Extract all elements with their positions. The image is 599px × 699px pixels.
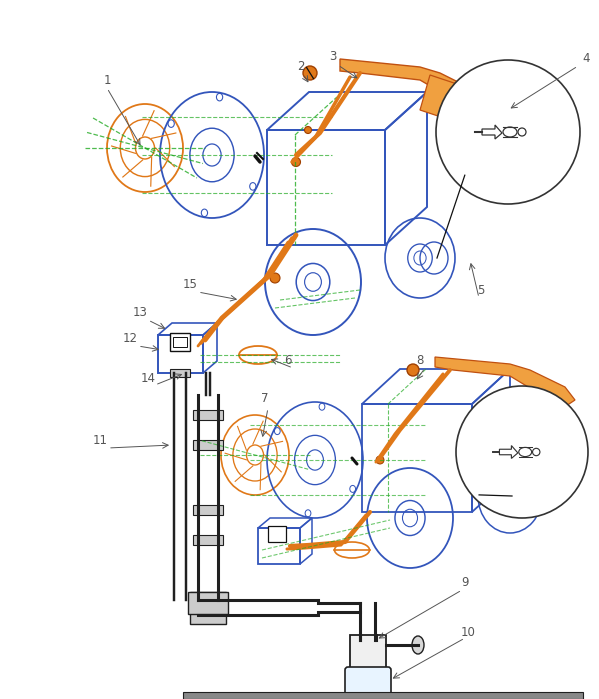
Bar <box>173 337 187 347</box>
Circle shape <box>456 386 588 518</box>
Text: 10: 10 <box>461 626 476 638</box>
Text: 2: 2 <box>297 59 305 73</box>
FancyBboxPatch shape <box>345 667 391 699</box>
Text: 1: 1 <box>103 73 111 87</box>
Ellipse shape <box>292 157 301 166</box>
Bar <box>258 528 300 564</box>
Circle shape <box>436 60 580 204</box>
Polygon shape <box>340 59 495 115</box>
Bar <box>193 535 223 545</box>
Ellipse shape <box>376 456 384 464</box>
Ellipse shape <box>412 636 424 654</box>
Text: 9: 9 <box>461 577 469 589</box>
Bar <box>183 692 583 699</box>
Bar <box>158 335 203 373</box>
Ellipse shape <box>304 127 311 134</box>
Text: 8: 8 <box>416 354 423 366</box>
Polygon shape <box>435 357 575 408</box>
Text: 13: 13 <box>132 306 147 319</box>
Bar <box>188 592 228 614</box>
Text: 7: 7 <box>261 391 269 405</box>
Ellipse shape <box>270 273 280 283</box>
Bar <box>350 635 386 670</box>
Bar <box>193 505 223 515</box>
Bar <box>193 410 223 420</box>
Text: 4: 4 <box>582 52 590 64</box>
Bar <box>193 440 223 450</box>
Text: 11: 11 <box>92 433 107 447</box>
Bar <box>268 526 286 542</box>
Ellipse shape <box>407 364 419 376</box>
Text: 5: 5 <box>477 284 485 296</box>
Text: 12: 12 <box>123 331 138 345</box>
Text: 14: 14 <box>141 371 156 384</box>
Polygon shape <box>420 75 460 120</box>
Text: 15: 15 <box>183 278 198 291</box>
Text: 3: 3 <box>329 50 337 64</box>
Bar <box>190 592 226 624</box>
Ellipse shape <box>303 66 317 80</box>
Text: 6: 6 <box>285 354 292 366</box>
Bar <box>170 369 190 377</box>
Bar <box>170 333 190 351</box>
